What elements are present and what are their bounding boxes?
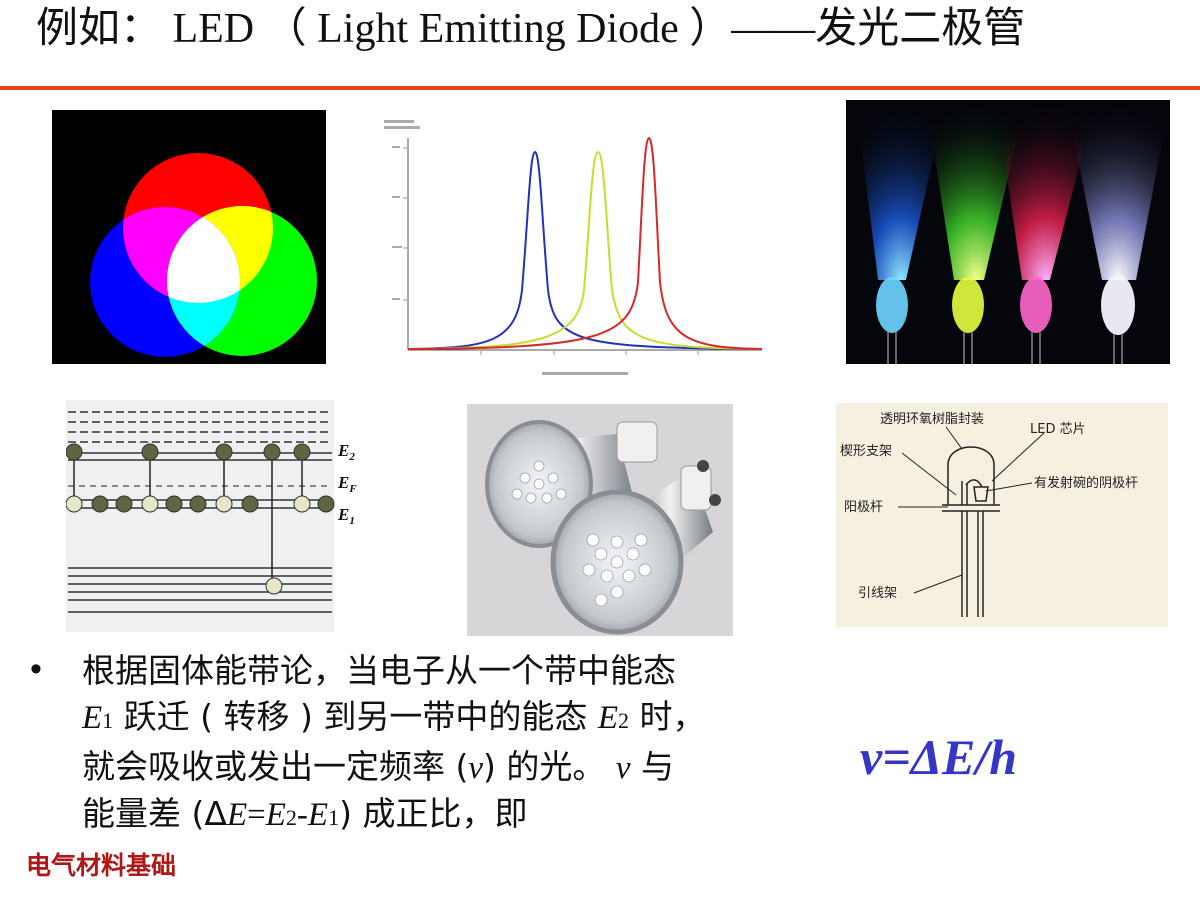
svg-text:有发射碗的阴极杆: 有发射碗的阴极杆: [1034, 475, 1138, 491]
energy-frequency-formula: ν=ΔE/h: [860, 729, 1018, 785]
bullet-marker: •: [30, 650, 42, 688]
svg-text:阳极杆: 阳极杆: [844, 500, 883, 515]
bullet-line-3: 就会吸收或发出一定频率 (ν) 的光。 ν 与: [82, 747, 675, 786]
svg-text:引线架: 引线架: [858, 586, 897, 601]
svg-text:楔形支架: 楔形支架: [840, 444, 892, 459]
svg-text:E2: E2: [337, 441, 355, 463]
bullet-paragraph: 根据固体能带论，当电子从一个带中能态 E1 跃迁 ( 转移 ) 到另一带中的能态…: [82, 648, 822, 841]
svg-text:透明环氧树脂封装: 透明环氧树脂封装: [880, 412, 984, 427]
led-structure-diagram: 透明环氧树脂封装 LED 芯片 楔形支架 有发射碗的阴极杆 阳极杆 引线架: [836, 403, 1168, 627]
green-peak: [407, 150, 763, 350]
slide-title: 例如： LED （ Light Emitting Diode ）——发光二极管: [36, 6, 1026, 52]
course-footer: 电气材料基础: [26, 851, 177, 880]
svg-text:LED 芯片: LED 芯片: [1030, 422, 1086, 437]
red-peak: [407, 136, 763, 350]
svg-text:EF: EF: [337, 473, 357, 495]
energy-band-diagram: E2 EF E1: [66, 400, 372, 632]
colored-leds-photo: [846, 100, 1170, 364]
svg-text:E1: E1: [337, 505, 355, 527]
rgb-mixing-image: [52, 110, 326, 364]
led-bulbs-photo: [467, 404, 733, 636]
blue-peak: [407, 150, 763, 350]
bullet-line-4: 能量差 (ΔE=E2-E1) 成正比，即: [82, 794, 528, 833]
bullet-line-2: E1 跃迁 ( 转移 ) 到另一带中的能态 E2 时，: [82, 697, 706, 736]
title-underline: [0, 86, 1200, 90]
spectrum-image: [370, 110, 770, 380]
bullet-line-1: 根据固体能带论，当电子从一个带中能态: [82, 651, 676, 690]
